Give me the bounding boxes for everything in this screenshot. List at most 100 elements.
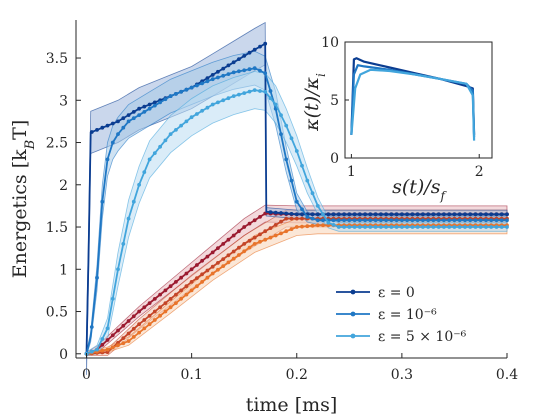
data-point	[163, 288, 168, 293]
data-point	[142, 326, 147, 331]
data-point	[237, 92, 241, 97]
data-point	[100, 199, 105, 204]
data-point	[279, 132, 283, 137]
y-tick-label: 1	[59, 262, 68, 278]
legend-marker	[350, 311, 356, 317]
data-point	[195, 276, 199, 280]
data-point	[468, 218, 473, 223]
data-point	[489, 212, 494, 217]
data-point	[258, 68, 262, 73]
data-point	[294, 216, 299, 221]
data-point	[478, 218, 483, 223]
data-point	[310, 223, 315, 228]
data-point	[268, 235, 273, 240]
data-point	[442, 212, 446, 217]
y-tick-label: 0.5	[46, 305, 68, 321]
data-point	[442, 218, 446, 223]
data-point	[205, 79, 210, 84]
x-tick-label: 0.2	[286, 367, 308, 383]
data-point	[174, 292, 178, 297]
data-point	[226, 63, 231, 68]
data-point	[352, 212, 357, 217]
data-point	[105, 157, 110, 162]
data-point	[231, 60, 236, 65]
y-tick-label: 3.5	[46, 51, 68, 67]
data-point	[389, 212, 394, 217]
data-point	[268, 226, 273, 231]
data-point	[110, 121, 115, 126]
inset-series-line	[350, 68, 476, 141]
data-point	[368, 225, 373, 229]
data-point	[294, 149, 299, 153]
legend-label: ε = 5 × 10⁻⁶	[378, 329, 467, 345]
data-point	[336, 225, 341, 229]
data-point	[263, 237, 268, 242]
data-point	[142, 318, 147, 322]
confidence-band	[86, 71, 508, 356]
data-point	[168, 284, 173, 289]
data-point	[231, 256, 236, 261]
data-point	[242, 242, 247, 246]
data-point	[294, 212, 299, 217]
data-point	[210, 271, 215, 276]
data-point	[226, 72, 231, 76]
data-point	[105, 326, 110, 331]
data-point	[315, 218, 320, 223]
data-point	[126, 331, 131, 336]
data-point	[368, 212, 373, 217]
data-point	[247, 67, 252, 72]
data-point	[242, 54, 247, 58]
data-point	[357, 218, 362, 223]
data-point	[394, 225, 399, 229]
data-point	[384, 225, 388, 229]
data-point	[95, 275, 99, 280]
data-point	[300, 163, 304, 168]
data-point	[100, 125, 105, 130]
data-point	[284, 216, 289, 221]
data-point	[200, 258, 205, 263]
data-point	[200, 108, 205, 113]
data-point	[389, 218, 394, 223]
data-point	[331, 212, 336, 217]
data-point	[184, 119, 189, 124]
inset-y-tick-label: 5	[330, 93, 339, 109]
data-point	[410, 218, 415, 223]
data-point	[221, 257, 226, 261]
data-point	[384, 218, 388, 223]
data-point	[195, 83, 199, 88]
data-point	[163, 97, 168, 102]
data-point	[210, 77, 215, 82]
data-point	[126, 319, 131, 323]
data-point	[315, 204, 320, 208]
data-point	[231, 94, 236, 98]
data-point	[200, 280, 205, 284]
data-point	[258, 44, 262, 49]
data-point	[494, 212, 499, 217]
data-point	[452, 212, 457, 217]
data-point	[237, 229, 241, 234]
data-point	[242, 68, 247, 73]
data-point	[258, 239, 262, 244]
data-point	[105, 338, 110, 342]
data-point	[347, 225, 352, 229]
data-point	[242, 91, 247, 95]
data-point	[247, 238, 252, 243]
data-point	[305, 215, 310, 219]
data-point	[184, 87, 189, 92]
data-point	[268, 210, 273, 215]
data-point	[205, 105, 210, 110]
data-point	[379, 225, 383, 229]
data-point	[131, 116, 136, 121]
y-tick-label: 1.5	[46, 220, 68, 236]
data-point	[126, 339, 131, 343]
data-point	[200, 272, 205, 277]
legend-marker	[350, 333, 356, 339]
data-point	[216, 261, 220, 265]
data-point	[263, 41, 268, 46]
data-point	[447, 225, 452, 229]
data-point	[436, 225, 441, 229]
data-point	[247, 221, 252, 226]
data-point	[489, 225, 494, 229]
data-point	[131, 110, 136, 114]
data-point	[294, 225, 299, 229]
